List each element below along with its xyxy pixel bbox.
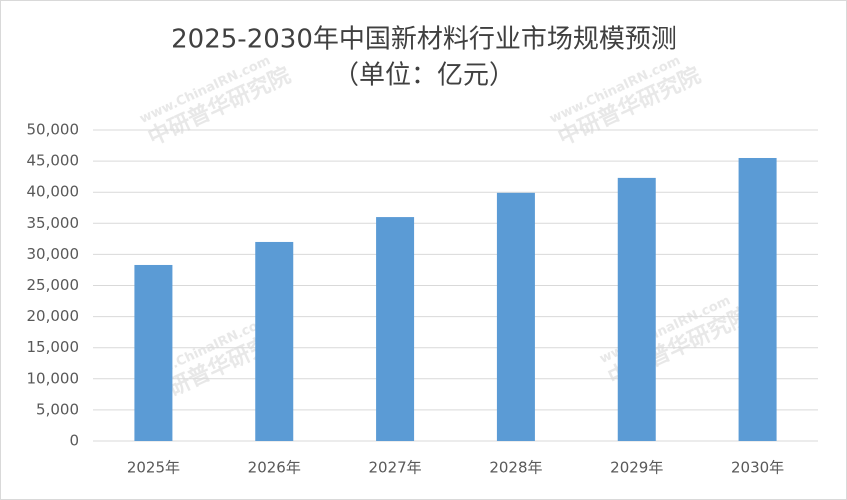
y-tick-label: 45,000 xyxy=(27,152,80,170)
y-tick-label: 0 xyxy=(69,432,79,450)
chart-title: 2025-2030年中国新材料行业市场规模预测 xyxy=(171,25,677,55)
y-tick-label: 10,000 xyxy=(27,369,80,387)
bar xyxy=(134,264,173,441)
x-tick-label: 2028年 xyxy=(489,459,542,477)
y-tick-label: 50,000 xyxy=(27,121,80,139)
y-tick-label: 20,000 xyxy=(27,307,80,325)
y-tick-label: 30,000 xyxy=(27,245,80,263)
x-tick-label: 2027年 xyxy=(368,459,421,477)
bar xyxy=(738,157,777,442)
bar xyxy=(255,241,294,441)
y-tick-label: 5,000 xyxy=(36,400,79,418)
chart-subtitle: （单位：亿元） xyxy=(333,61,515,91)
y-tick-label: 35,000 xyxy=(27,214,80,232)
x-tick-label: 2025年 xyxy=(127,459,180,477)
x-tick-label: 2026年 xyxy=(248,459,301,477)
y-tick-label: 15,000 xyxy=(27,338,80,356)
bar xyxy=(496,192,535,441)
bar xyxy=(617,177,656,442)
y-tick-label: 25,000 xyxy=(27,276,80,294)
x-tick-label: 2029年 xyxy=(610,459,663,477)
bar xyxy=(376,217,415,441)
x-tick-label: 2030年 xyxy=(731,459,784,477)
y-tick-label: 40,000 xyxy=(27,183,80,201)
